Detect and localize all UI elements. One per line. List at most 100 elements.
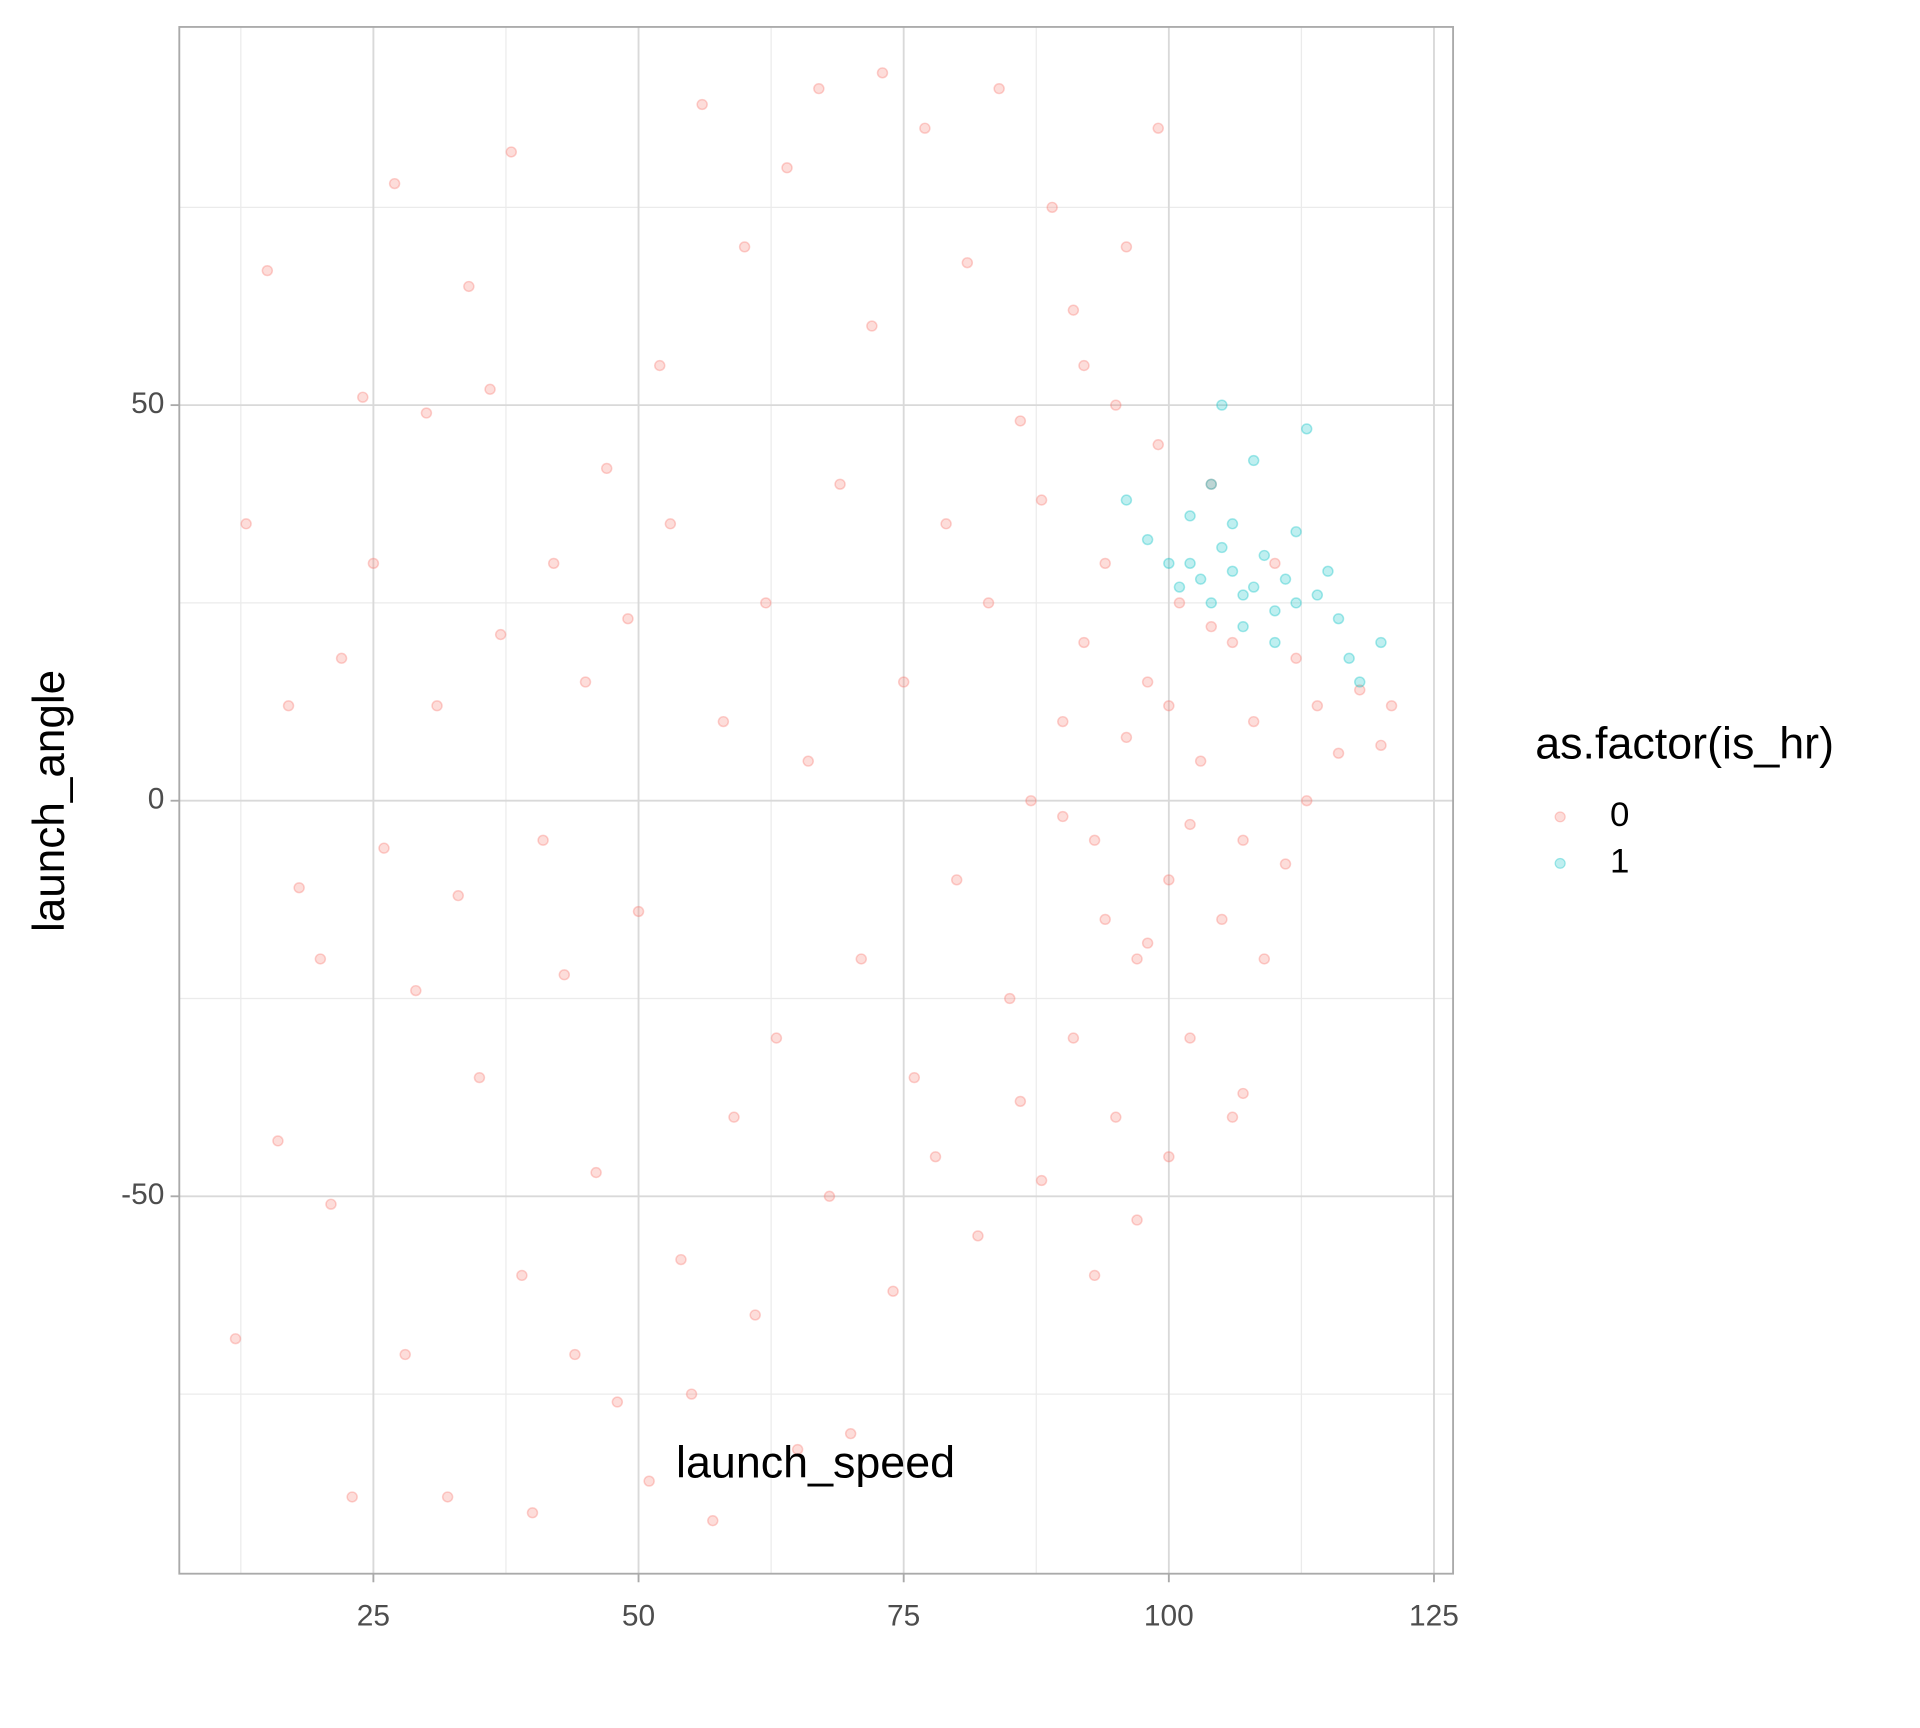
point xyxy=(547,557,560,569)
point xyxy=(1237,621,1249,633)
point xyxy=(484,383,496,395)
point xyxy=(1131,1214,1143,1226)
point xyxy=(1343,652,1355,664)
point xyxy=(823,1190,836,1202)
point xyxy=(749,1309,761,1321)
point xyxy=(1205,597,1217,609)
point xyxy=(1354,684,1366,696)
point xyxy=(410,984,422,997)
point xyxy=(1099,913,1111,926)
point xyxy=(558,969,571,981)
point xyxy=(240,518,252,530)
point xyxy=(1025,795,1037,807)
point xyxy=(1247,454,1260,467)
point xyxy=(1226,518,1239,530)
point xyxy=(1205,478,1217,490)
point xyxy=(378,842,390,854)
point xyxy=(1311,700,1324,712)
point xyxy=(1078,359,1090,372)
point xyxy=(728,1111,740,1123)
point xyxy=(1237,589,1249,601)
point xyxy=(643,1475,655,1487)
point xyxy=(1194,573,1207,585)
point xyxy=(1184,510,1196,522)
point xyxy=(844,1428,857,1440)
point xyxy=(1194,755,1207,767)
point xyxy=(1152,439,1164,451)
point xyxy=(452,890,464,902)
point xyxy=(1131,953,1143,965)
point xyxy=(834,478,846,490)
point xyxy=(1290,597,1302,609)
point xyxy=(1269,636,1281,649)
x-tick-label: 25 xyxy=(357,1600,390,1633)
point xyxy=(367,557,380,569)
point xyxy=(1173,597,1186,609)
point xyxy=(781,162,793,174)
point xyxy=(420,407,433,419)
point xyxy=(1216,399,1228,411)
point xyxy=(1205,621,1217,633)
point xyxy=(1216,541,1228,554)
point xyxy=(1035,494,1048,506)
legend-title: as.factor(is_hr) xyxy=(1535,720,1834,769)
point xyxy=(1057,810,1069,823)
y-tick-label: 50 xyxy=(131,387,164,420)
point xyxy=(791,1443,804,1456)
point xyxy=(707,1515,719,1527)
x-tick-label: 100 xyxy=(1144,1600,1194,1633)
point xyxy=(272,1135,284,1147)
point xyxy=(1332,747,1345,759)
grid xyxy=(179,26,1454,1574)
point xyxy=(1088,1269,1101,1282)
point xyxy=(600,462,613,475)
point xyxy=(1290,526,1302,538)
point xyxy=(346,1491,358,1503)
point xyxy=(664,518,677,530)
point xyxy=(1258,953,1271,965)
y-tick-label: 0 xyxy=(148,783,165,816)
y-axis-title: launch_angle xyxy=(25,670,74,932)
point xyxy=(1300,795,1313,807)
point xyxy=(1247,581,1260,593)
point xyxy=(229,1333,242,1345)
point xyxy=(675,1253,687,1266)
x-tick-label: 125 xyxy=(1409,1600,1459,1633)
point xyxy=(1141,676,1154,688)
x-tick-label: 50 xyxy=(622,1600,655,1633)
point xyxy=(325,1198,337,1210)
point xyxy=(982,597,995,609)
point xyxy=(770,1032,783,1044)
point xyxy=(505,146,517,158)
point xyxy=(696,98,708,111)
point xyxy=(473,1071,486,1084)
point xyxy=(1226,1111,1239,1123)
point xyxy=(654,359,666,372)
point xyxy=(919,122,931,134)
point xyxy=(1311,589,1324,601)
point xyxy=(1385,700,1398,712)
point xyxy=(611,1396,624,1408)
point xyxy=(908,1071,921,1084)
point xyxy=(1247,715,1260,728)
point xyxy=(993,83,1005,95)
x-tick-label: 75 xyxy=(887,1600,920,1633)
point xyxy=(866,320,878,332)
point xyxy=(802,755,814,767)
point xyxy=(813,83,825,95)
point xyxy=(1152,122,1164,134)
point xyxy=(1205,478,1217,490)
point xyxy=(738,241,751,253)
point xyxy=(1184,557,1196,569)
point xyxy=(1067,304,1080,316)
point xyxy=(1375,739,1387,751)
point xyxy=(569,1348,581,1361)
point xyxy=(1237,834,1249,846)
point xyxy=(1184,1032,1196,1044)
point xyxy=(1088,834,1101,846)
point xyxy=(1110,1111,1122,1123)
point xyxy=(1163,1151,1175,1163)
point xyxy=(399,1348,411,1361)
point xyxy=(1035,1174,1048,1187)
